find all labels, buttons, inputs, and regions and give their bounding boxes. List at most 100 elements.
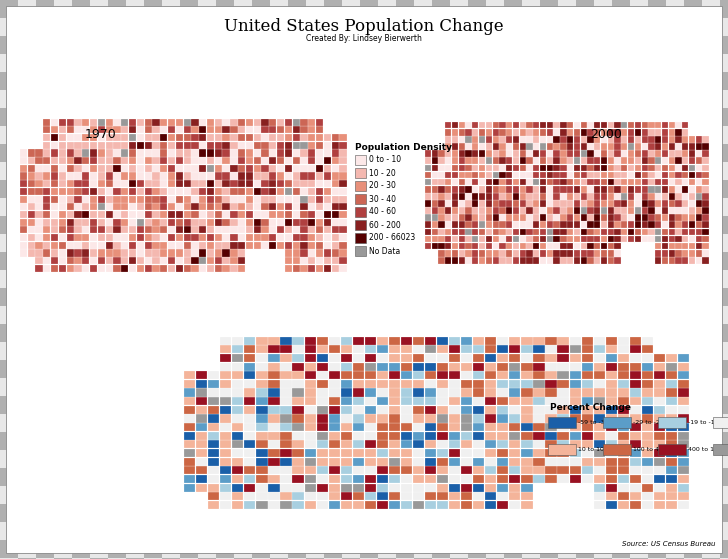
- Bar: [360, 252, 378, 270]
- Bar: [401, 492, 412, 500]
- Bar: [678, 397, 689, 405]
- Bar: [594, 486, 612, 504]
- Bar: [486, 324, 504, 342]
- Bar: [234, 126, 252, 144]
- Bar: [628, 136, 634, 143]
- Bar: [0, 270, 18, 288]
- Bar: [437, 363, 448, 371]
- Bar: [401, 423, 412, 431]
- Bar: [114, 196, 121, 203]
- Bar: [180, 414, 198, 432]
- Bar: [82, 165, 90, 172]
- Bar: [365, 492, 376, 500]
- Bar: [648, 214, 654, 221]
- Bar: [36, 378, 54, 396]
- Bar: [378, 198, 396, 216]
- Bar: [576, 90, 594, 108]
- Bar: [513, 143, 519, 150]
- Bar: [129, 134, 136, 141]
- Bar: [43, 211, 50, 218]
- Bar: [628, 158, 634, 164]
- Bar: [377, 397, 388, 405]
- Bar: [465, 200, 472, 207]
- Bar: [641, 193, 648, 200]
- Bar: [207, 188, 214, 195]
- Bar: [18, 414, 36, 432]
- Bar: [513, 179, 519, 186]
- Bar: [452, 150, 458, 157]
- Bar: [36, 211, 43, 218]
- Bar: [432, 144, 450, 162]
- Bar: [389, 440, 400, 448]
- Bar: [180, 36, 198, 54]
- Bar: [230, 173, 237, 179]
- Bar: [472, 122, 478, 129]
- Bar: [106, 196, 113, 203]
- Bar: [612, 72, 630, 90]
- Bar: [352, 414, 364, 423]
- Bar: [365, 345, 376, 353]
- Bar: [414, 396, 432, 414]
- Bar: [234, 90, 252, 108]
- Bar: [582, 354, 593, 362]
- Bar: [365, 414, 376, 423]
- Bar: [253, 134, 261, 141]
- Bar: [582, 397, 593, 405]
- Bar: [306, 54, 324, 72]
- Bar: [162, 558, 180, 559]
- Bar: [545, 432, 557, 440]
- Bar: [689, 158, 695, 164]
- Bar: [666, 522, 684, 540]
- Bar: [668, 136, 675, 143]
- Bar: [232, 458, 243, 466]
- Bar: [648, 179, 654, 186]
- Bar: [18, 558, 36, 559]
- Bar: [702, 432, 720, 450]
- Bar: [285, 126, 292, 134]
- Bar: [493, 250, 499, 257]
- Bar: [293, 196, 300, 203]
- Bar: [306, 288, 324, 306]
- Bar: [612, 90, 630, 108]
- Bar: [114, 226, 121, 234]
- Bar: [587, 236, 593, 242]
- Bar: [703, 136, 709, 143]
- Bar: [438, 214, 445, 221]
- Bar: [576, 396, 594, 414]
- Bar: [702, 558, 720, 559]
- Bar: [432, 522, 450, 540]
- Bar: [324, 54, 342, 72]
- Bar: [72, 504, 90, 522]
- Bar: [547, 214, 553, 221]
- Bar: [160, 234, 167, 241]
- Bar: [396, 522, 414, 540]
- Bar: [574, 229, 580, 235]
- Bar: [558, 432, 576, 450]
- Bar: [413, 484, 424, 492]
- Bar: [252, 216, 270, 234]
- Bar: [425, 380, 436, 388]
- Bar: [432, 180, 450, 198]
- Bar: [545, 397, 557, 405]
- Bar: [472, 193, 478, 200]
- Bar: [612, 342, 630, 360]
- Bar: [504, 90, 522, 108]
- Bar: [594, 158, 601, 164]
- Bar: [506, 193, 513, 200]
- Bar: [90, 360, 108, 378]
- Bar: [252, 378, 270, 396]
- Bar: [180, 396, 198, 414]
- Bar: [459, 143, 465, 150]
- Bar: [522, 558, 540, 559]
- Bar: [486, 200, 492, 207]
- Bar: [545, 458, 557, 466]
- Bar: [510, 354, 521, 362]
- Bar: [196, 423, 207, 431]
- Bar: [521, 432, 532, 440]
- Bar: [522, 270, 540, 288]
- Bar: [121, 203, 128, 210]
- Bar: [540, 126, 558, 144]
- Bar: [676, 221, 681, 228]
- Bar: [160, 196, 167, 203]
- Bar: [593, 371, 605, 379]
